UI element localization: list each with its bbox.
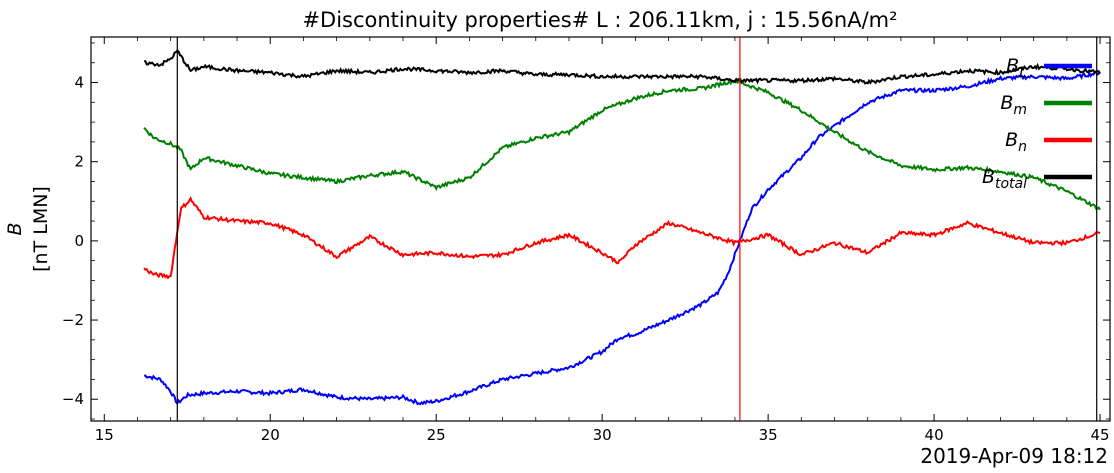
legend-item-B_n: Bn [1005,129,1092,155]
y-tick-label: 4 [74,74,84,92]
plot-layer [143,37,1101,421]
series-line-B_L [144,70,1101,406]
x-tick-label: 35 [759,426,778,444]
x-tick-label: 15 [95,426,114,444]
legend-item-B_total: Btotal [982,166,1092,192]
legend-label: Bn [1005,129,1027,155]
legend-label: Btotal [982,166,1027,192]
y-axis-label: B [4,222,26,235]
plot-frame [90,36,1111,422]
legend-label: BL [1006,55,1027,81]
x-tick-label: 30 [593,426,612,444]
series-line-B_m [143,77,1101,211]
legend: BL Bm Bn Btotal [982,55,1092,192]
timestamp-label: 2019-Apr-09 18:12 [920,444,1108,468]
chart-title: #Discontinuity properties# L : 206.11km,… [302,8,897,32]
legend-item-B_L: BL [1006,55,1092,81]
y-tick-label: −4 [62,390,84,408]
axes-layer: 15 20 25 30 35 40 45 −4 −2 0 2 4 [62,37,1110,444]
series-line-B_n [143,196,1101,280]
x-tick-label: 40 [925,426,944,444]
y-tick-label: −2 [62,311,84,329]
series-line-B_total [143,49,1101,85]
y-tick-label: 2 [74,153,84,171]
y-axis-units: [nT LMN] [30,186,52,272]
x-tick-label: 20 [261,426,280,444]
y-tick-label: 0 [74,232,84,250]
x-tick-label: 45 [1090,426,1109,444]
legend-item-B_m: Bm [1000,92,1092,118]
legend-label: Bm [1000,92,1027,118]
x-tick-label: 25 [427,426,446,444]
